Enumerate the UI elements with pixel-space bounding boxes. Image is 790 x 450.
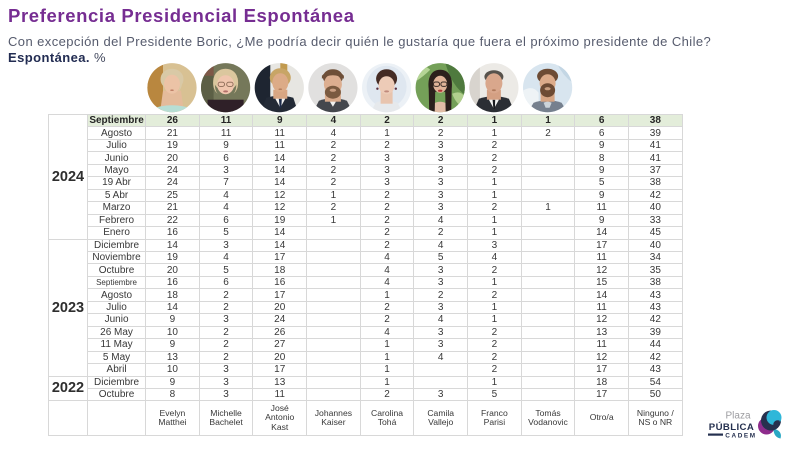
svg-text:CADEM: CADEM [725,433,756,440]
svg-text:PÚBLICA: PÚBLICA [709,421,754,433]
svg-text:Plaza: Plaza [725,411,750,422]
